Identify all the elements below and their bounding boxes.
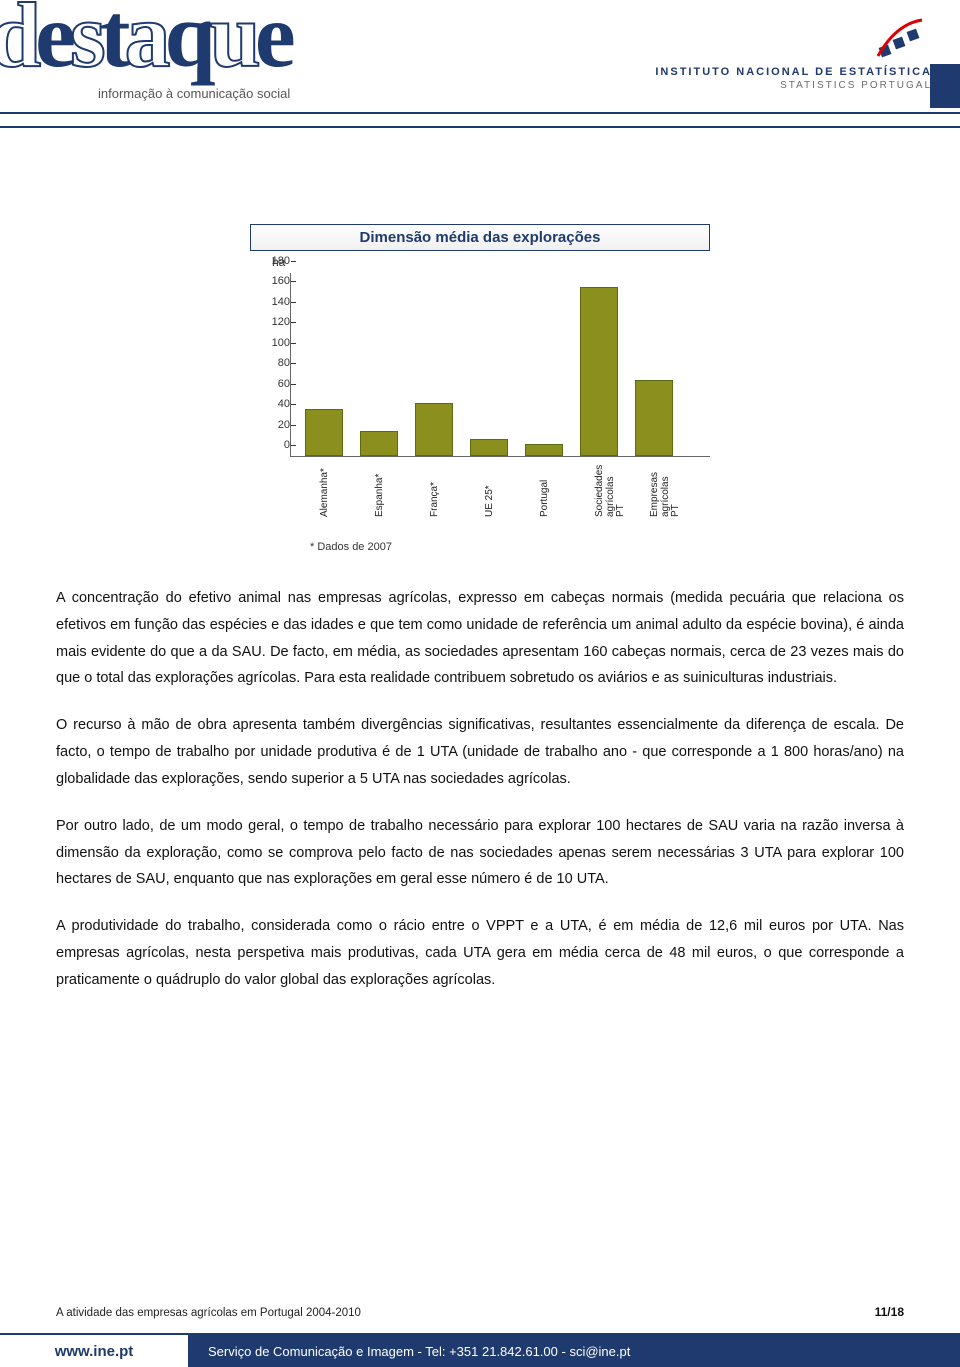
y-tick: 60 [256,378,290,390]
chart-bar [525,444,563,456]
ine-logo: INSTITUTO NACIONAL DE ESTATÍSTICA STATIS… [655,16,932,91]
y-tick: 180 [256,255,290,267]
y-tick: 0 [256,439,290,451]
header-blue-box [930,64,960,108]
chart-container: Dimensão média das explorações ha 020406… [250,224,710,553]
y-tick: 20 [256,419,290,431]
chart-area: 020406080100120140160180 Alemanha*Espanh… [290,273,710,483]
y-tick: 120 [256,316,290,328]
chart-bar [580,287,618,456]
footer-bar: www.ine.pt Serviço de Comunicação e Imag… [0,1333,960,1367]
destaque-logo: destaque informação à comunicação social [0,0,470,112]
ine-name-en: STATISTICS PORTUGAL [655,80,932,91]
chart-y-axis: 020406080100120140160180 [256,273,290,457]
paragraph-1: A concentração do efetivo animal nas emp… [56,585,904,692]
chart-y-unit: ha [272,255,710,269]
chart-footnote: * Dados de 2007 [310,541,710,553]
chart-bar [415,403,453,456]
destaque-subtitle: informação à comunicação social [98,86,290,101]
y-tick: 160 [256,275,290,287]
document-body: A concentração do efetivo animal nas emp… [0,571,960,994]
y-tick: 40 [256,398,290,410]
y-tick: 80 [256,357,290,369]
paragraph-2: O recurso à mão de obra apresenta também… [56,712,904,792]
footer-contact: Serviço de Comunicação e Imagem - Tel: +… [190,1335,960,1367]
footer-site: www.ine.pt [0,1335,190,1367]
page-number: 11/18 [875,1305,904,1319]
y-tick: 140 [256,296,290,308]
ine-name: INSTITUTO NACIONAL DE ESTATÍSTICA [655,66,932,78]
chart-bar [470,439,508,456]
chart-bar [360,431,398,456]
page-header: destaque informação à comunicação social… [0,0,960,128]
y-tick: 100 [256,337,290,349]
paragraph-3: Por outro lado, de um modo geral, o temp… [56,813,904,893]
header-rule [0,112,960,114]
ine-mark-icon [874,16,932,62]
paragraph-4: A produtividade do trabalho, considerada… [56,913,904,993]
destaque-wordmark: destaque [0,0,290,88]
chart-bar [305,409,343,456]
chart-title: Dimensão média das explorações [250,224,710,251]
chart-plot: Alemanha*Espanha*França*UE 25*PortugalSo… [290,273,710,457]
chart-bar [635,380,673,456]
doc-title-footer: A atividade das empresas agrícolas em Po… [56,1307,361,1319]
